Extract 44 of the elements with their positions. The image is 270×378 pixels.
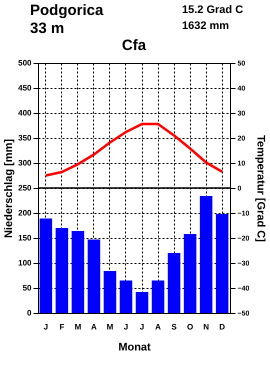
bar [40, 218, 52, 313]
y-tick-label: 300 [18, 158, 32, 168]
bar [200, 196, 212, 313]
x-axis-title: Monat [118, 342, 152, 354]
text: 33 m [30, 20, 64, 37]
x-tick-label: O [186, 322, 194, 332]
bar [184, 234, 196, 313]
text: 1632 mm [182, 20, 230, 32]
x-tick-label: M [106, 322, 114, 332]
y-tick-label: 250 [18, 184, 32, 192]
bar [72, 231, 84, 313]
y-tick-label: 400 [18, 108, 32, 118]
x-tick-label: J [44, 322, 48, 332]
y-tick-label: 500 [18, 58, 32, 68]
y-tick-label: 50 [22, 284, 32, 292]
bar [56, 228, 68, 313]
bar [216, 214, 228, 313]
text: Podgorica [30, 2, 104, 19]
bar [152, 280, 164, 313]
x-tick-label: J [124, 322, 128, 332]
line-series [44, 122, 224, 177]
text: 15.2 Grad C [182, 4, 244, 16]
chart-title: Cfa [122, 37, 147, 54]
y-tick-label: 0 [27, 308, 32, 318]
x-tick-label: F [59, 322, 64, 332]
y-tick-label: 150 [18, 234, 32, 242]
x-tick-label: D [219, 322, 226, 332]
x-tick-label: A [91, 322, 98, 332]
y2-axis-title: Temperatur [Grad C] [254, 135, 266, 242]
y-axis-title: Niederschlag [mm] [3, 138, 16, 238]
x-tick-label: N [203, 322, 210, 332]
bar [120, 280, 132, 313]
bar [168, 253, 180, 313]
x-tick-label: M [74, 322, 82, 332]
bar [104, 271, 116, 313]
y-tick-label: 450 [18, 84, 32, 92]
y-tick-label: 200 [18, 208, 32, 218]
x-tick-label: J [140, 322, 144, 332]
bar [136, 292, 148, 313]
bar [88, 240, 100, 313]
y-tick-label: 100 [18, 258, 32, 268]
x-tick-label: S [171, 322, 178, 332]
x-tick-label: A [155, 322, 162, 332]
y-tick-label: 350 [18, 134, 32, 142]
